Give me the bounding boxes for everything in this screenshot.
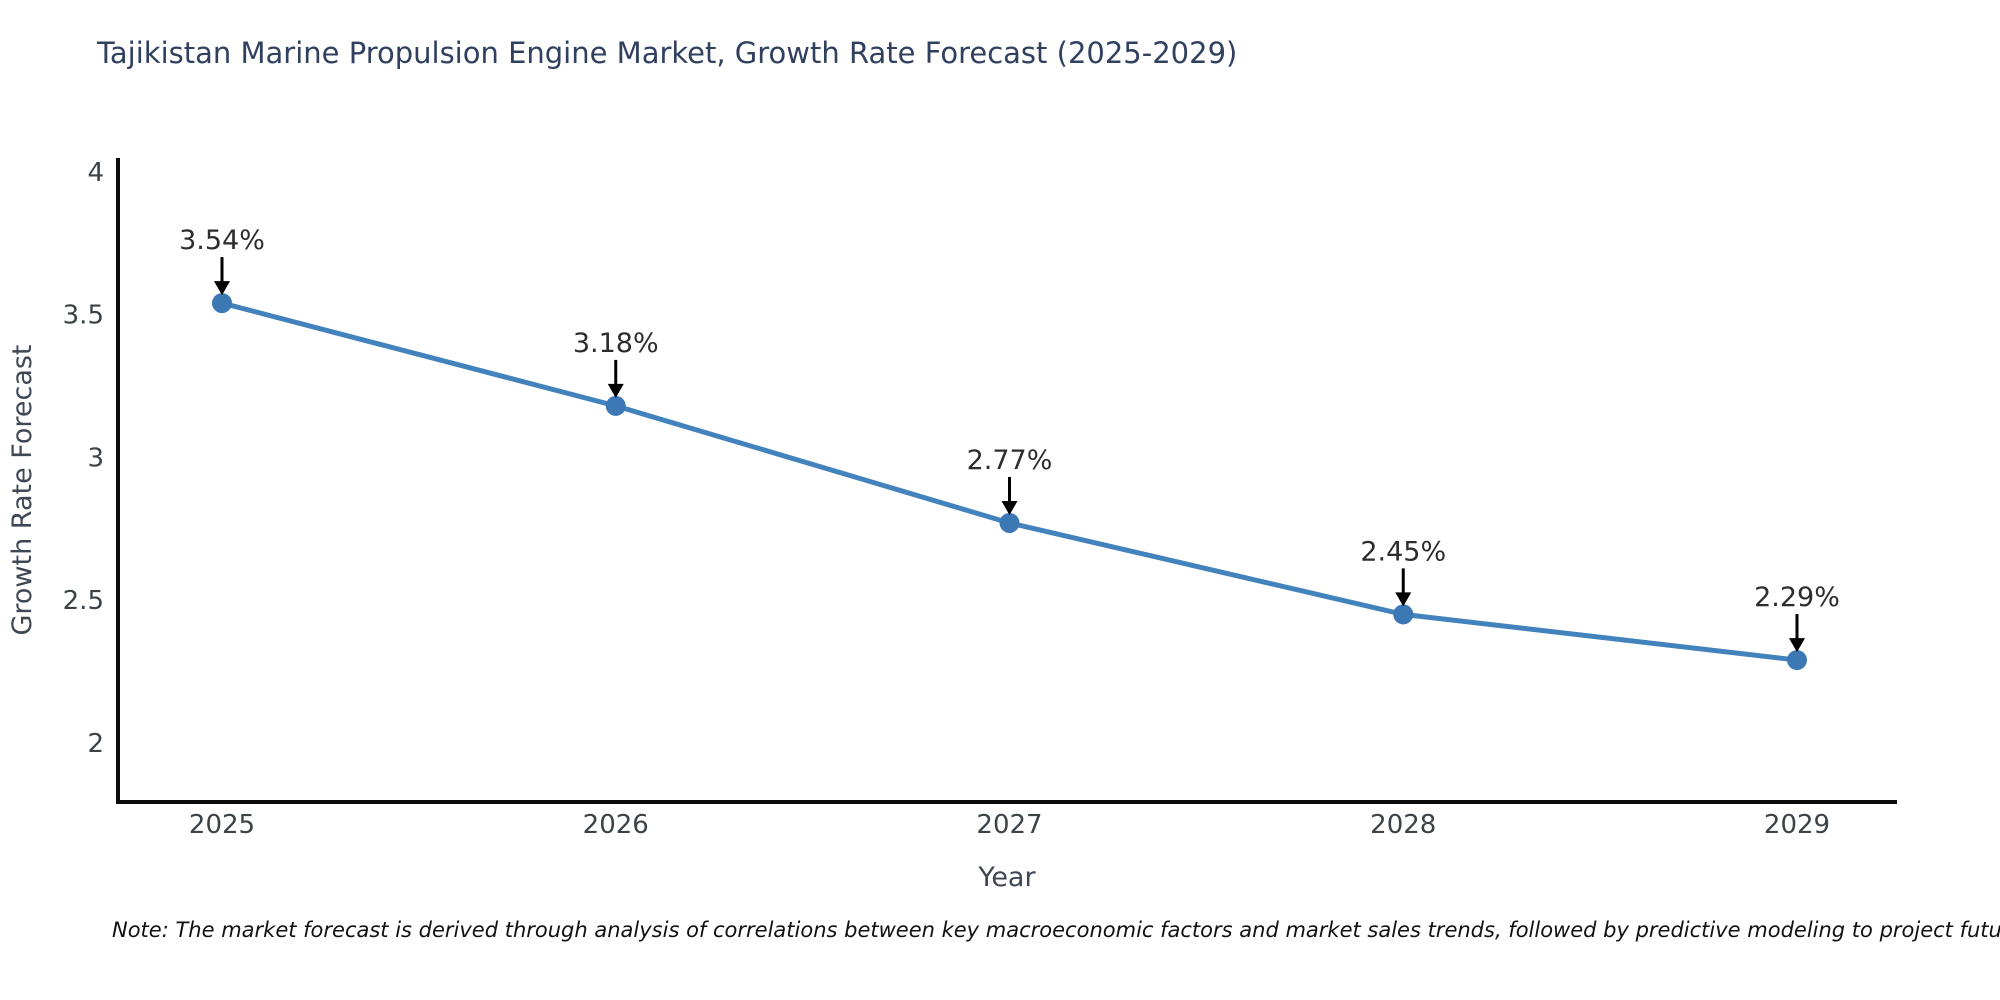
y-tick-label: 3 (87, 443, 104, 473)
data-point-label: 3.54% (179, 225, 265, 256)
data-point-2029 (1787, 650, 1807, 671)
annotation-arrow-head (1001, 500, 1018, 515)
y-tick-label: 4 (87, 158, 104, 188)
data-point-2028 (1393, 604, 1414, 625)
y-tick-label: 3.5 (63, 301, 104, 331)
annotation-arrow-head (1789, 638, 1805, 653)
x-tick-label: 2028 (1370, 810, 1436, 840)
x-tick-label: 2027 (976, 810, 1042, 840)
footnote: Note: The market forecast is derived thr… (112, 918, 2000, 942)
y-tick-label: 2 (87, 729, 104, 759)
data-point-label: 2.45% (1360, 536, 1446, 567)
x-tick-label: 2025 (189, 810, 255, 840)
chart-title: Tajikistan Marine Propulsion Engine Mark… (97, 36, 1238, 70)
y-tick-label: 2.5 (63, 586, 104, 616)
data-point-2026 (605, 395, 626, 416)
data-point-2027 (999, 512, 1020, 533)
data-point-label: 3.18% (573, 328, 659, 359)
data-point-label: 2.77% (967, 445, 1053, 476)
x-tick-label: 2026 (583, 810, 649, 840)
annotation-arrow-head (607, 383, 624, 398)
x-tick-label: 2029 (1764, 810, 1830, 840)
annotation-arrow-head (214, 281, 230, 296)
data-point-label: 2.29% (1754, 582, 1840, 613)
data-point-2025 (212, 293, 232, 314)
x-axis-title: Year (978, 862, 1036, 893)
annotation-arrow-head (1395, 592, 1412, 607)
